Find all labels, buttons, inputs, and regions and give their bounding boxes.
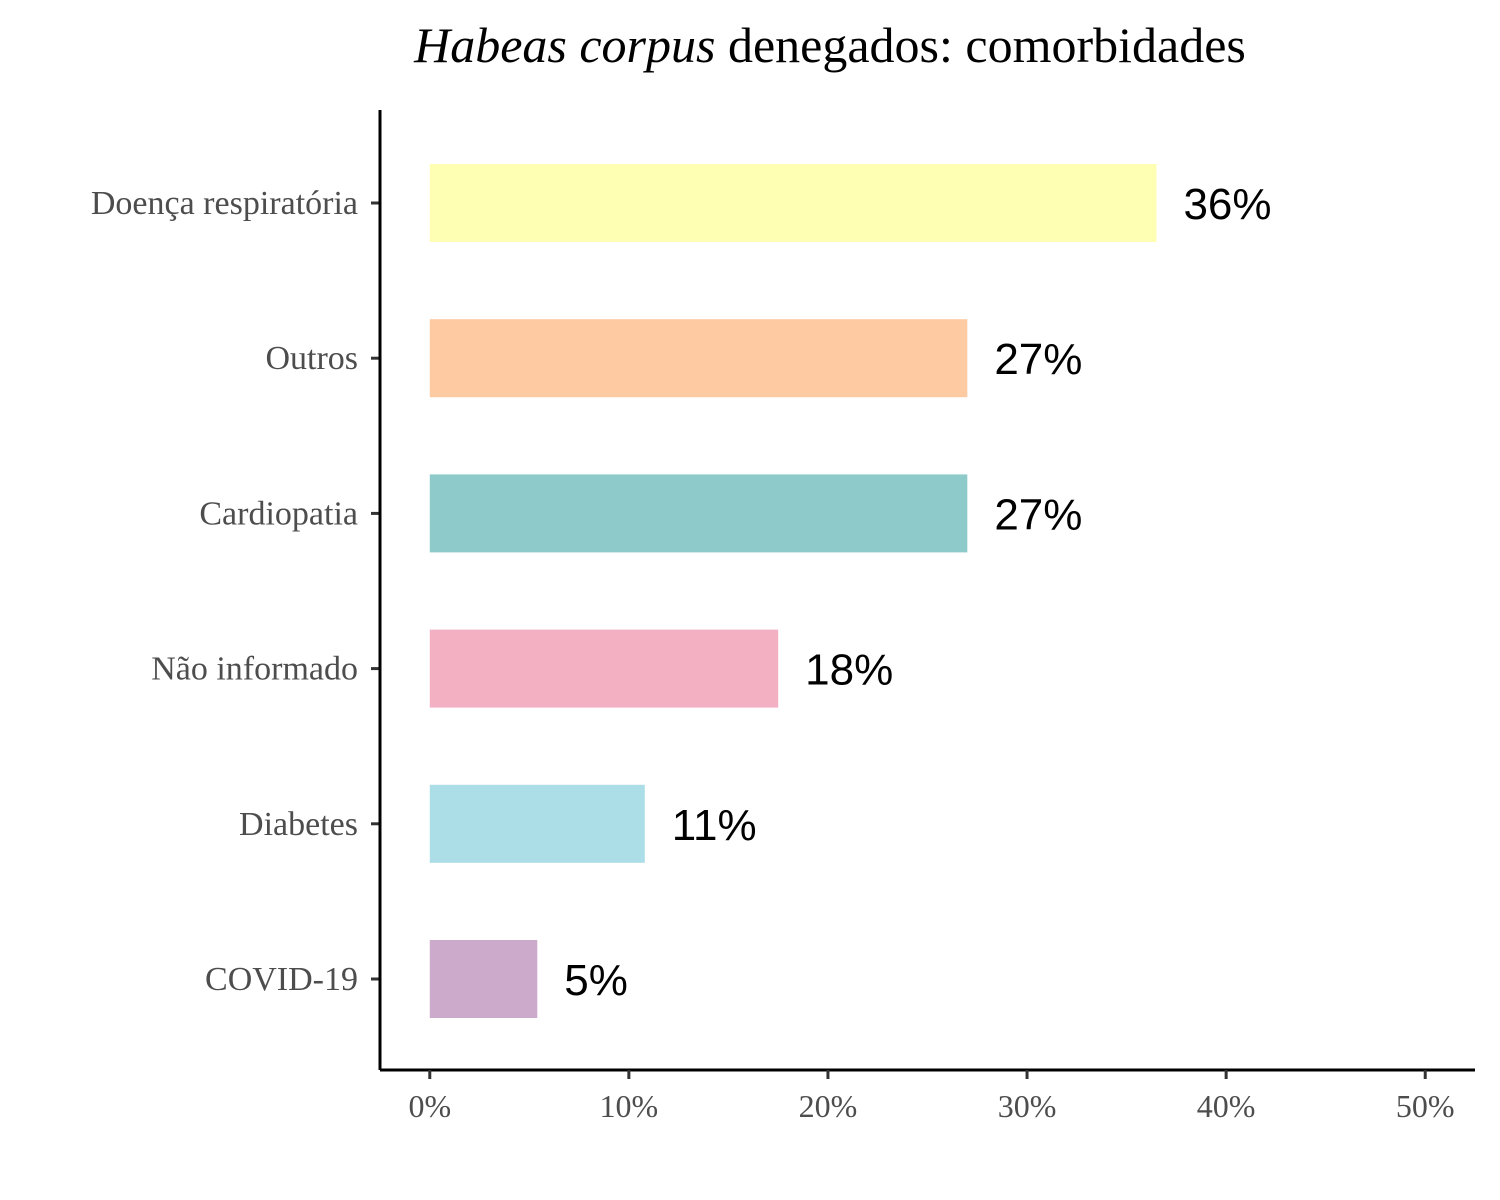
bar <box>429 474 968 553</box>
x-tick-label: 40% <box>1197 1088 1256 1124</box>
x-axis: 0% 10% 20% 30% 40% 50% <box>380 1068 1475 1124</box>
category-label: Cardiopatia <box>199 495 358 532</box>
chart-title: Habeas corpus denegados: comorbidades <box>413 17 1246 73</box>
x-tick-label: 10% <box>600 1088 659 1124</box>
data-label: 11% <box>672 801 757 850</box>
y-axis: Doença respiratória Outros Cardiopatia Não … <box>91 110 382 1070</box>
data-label: 36% <box>1183 180 1271 229</box>
category-label: Outros <box>265 340 358 377</box>
data-label: 18% <box>805 646 893 695</box>
data-label: 5% <box>564 956 628 1005</box>
data-label: 27% <box>994 335 1082 384</box>
x-tick-label: 20% <box>799 1088 858 1124</box>
bar <box>429 164 1157 242</box>
bar <box>429 940 538 1018</box>
bar <box>429 629 779 708</box>
bar <box>429 784 645 863</box>
bar <box>429 319 968 398</box>
x-tick-label: 30% <box>998 1088 1057 1124</box>
chart-title-italic: Habeas corpus <box>413 17 715 73</box>
value-labels-group: 36% 27% 27% 18% 11% 5% <box>564 180 1271 1005</box>
category-label: Doença respiratória <box>91 185 358 222</box>
category-label: COVID-19 <box>205 961 358 998</box>
category-label: Diabetes <box>239 806 358 843</box>
data-label: 27% <box>994 490 1082 539</box>
category-label: Não informado <box>151 651 358 688</box>
x-tick-label: 50% <box>1396 1088 1455 1124</box>
x-tick-label: 0% <box>408 1088 451 1124</box>
chart-title-rest: denegados: comorbidades <box>715 17 1245 73</box>
bars-group <box>429 164 1157 1018</box>
